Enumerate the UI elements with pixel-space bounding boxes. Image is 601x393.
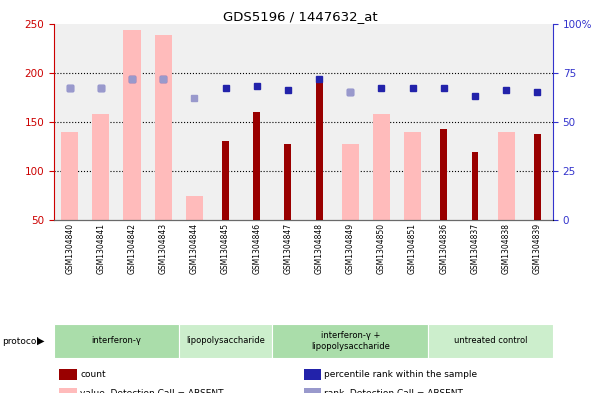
Bar (428, 324, 553, 358)
Text: GSM1304843: GSM1304843 (159, 223, 168, 274)
Text: GSM1304836: GSM1304836 (439, 223, 448, 274)
Text: interferon-γ: interferon-γ (91, 336, 141, 345)
Text: GSM1304844: GSM1304844 (190, 223, 199, 274)
Bar (154, 35, 172, 220)
Bar (123, 31, 141, 220)
Bar (59, 369, 77, 380)
Text: GSM1304850: GSM1304850 (377, 223, 386, 274)
Text: value, Detection Call = ABSENT: value, Detection Call = ABSENT (80, 389, 224, 393)
Text: protocol: protocol (2, 337, 39, 345)
Text: rank, Detection Call = ABSENT: rank, Detection Call = ABSENT (325, 389, 463, 393)
Text: GDS5196 / 1447632_at: GDS5196 / 1447632_at (223, 10, 378, 23)
Bar (472, 152, 478, 220)
Bar (54, 324, 179, 358)
Text: GSM1304839: GSM1304839 (533, 223, 542, 274)
Text: GSM1304851: GSM1304851 (408, 223, 417, 274)
Bar (373, 114, 390, 220)
Text: GSM1304847: GSM1304847 (284, 223, 293, 274)
Text: GSM1304841: GSM1304841 (96, 223, 105, 274)
Bar (61, 132, 78, 220)
Bar (59, 388, 77, 393)
Bar (316, 81, 323, 220)
Bar (222, 141, 229, 220)
Text: GSM1304845: GSM1304845 (221, 223, 230, 274)
Text: count: count (80, 370, 106, 378)
Text: GSM1304849: GSM1304849 (346, 223, 355, 274)
Bar (342, 144, 359, 220)
Bar (304, 369, 322, 380)
Text: GSM1304837: GSM1304837 (471, 223, 480, 274)
Bar (498, 132, 514, 220)
Bar (272, 324, 428, 358)
Text: GSM1304838: GSM1304838 (502, 223, 511, 274)
Bar (284, 144, 291, 220)
Text: untreated control: untreated control (454, 336, 527, 345)
Bar (253, 112, 260, 220)
Text: percentile rank within the sample: percentile rank within the sample (325, 370, 478, 378)
Text: lipopolysaccharide: lipopolysaccharide (186, 336, 265, 345)
Bar (186, 195, 203, 220)
Bar (534, 134, 541, 220)
Bar (304, 388, 322, 393)
Text: ▶: ▶ (37, 336, 44, 346)
Bar (179, 324, 272, 358)
Text: interferon-γ +
lipopolysaccharide: interferon-γ + lipopolysaccharide (311, 331, 389, 351)
Bar (404, 132, 421, 220)
Text: GSM1304840: GSM1304840 (65, 223, 74, 274)
Bar (93, 114, 109, 220)
Bar (441, 129, 447, 220)
Text: GSM1304846: GSM1304846 (252, 223, 261, 274)
Text: GSM1304848: GSM1304848 (314, 223, 323, 274)
Text: GSM1304842: GSM1304842 (127, 223, 136, 274)
